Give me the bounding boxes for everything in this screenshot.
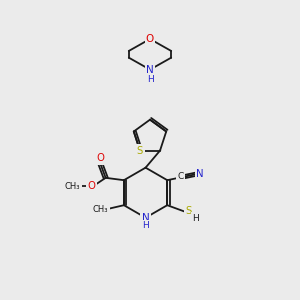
Text: CH₃: CH₃ <box>65 182 80 190</box>
Text: O: O <box>146 34 154 44</box>
Text: CH₃: CH₃ <box>93 205 108 214</box>
Text: O: O <box>88 181 96 191</box>
Text: H: H <box>192 214 199 223</box>
Text: S: S <box>185 206 192 216</box>
Text: S: S <box>137 146 143 156</box>
Text: C: C <box>178 172 184 181</box>
Text: H: H <box>147 74 153 83</box>
Text: N: N <box>196 169 204 179</box>
Text: N: N <box>142 213 149 223</box>
Text: O: O <box>96 153 104 164</box>
Text: H: H <box>142 221 149 230</box>
Text: N: N <box>146 64 154 75</box>
